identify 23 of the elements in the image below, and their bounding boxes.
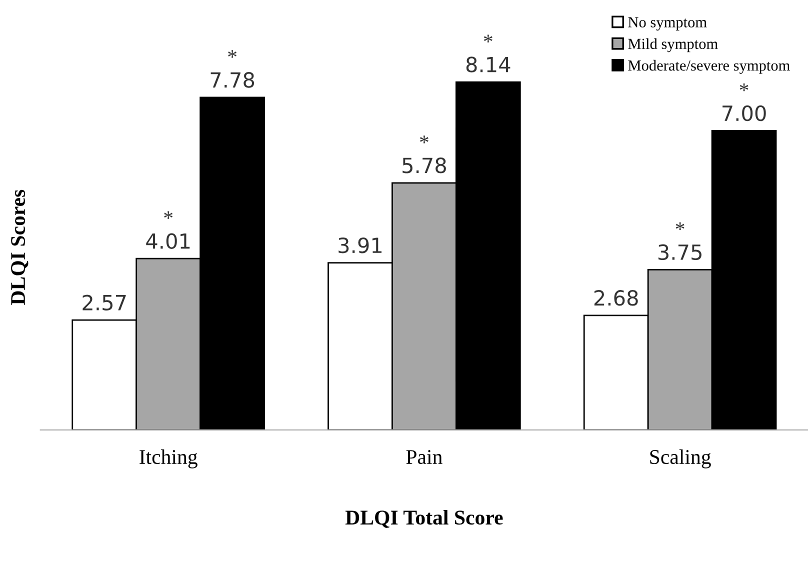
data-label: 4.01 [146, 233, 190, 249]
legend-label: Moderate/severe symptom [628, 60, 790, 74]
text: * [484, 34, 492, 42]
y-axis-title: DLQI Scores [11, 190, 28, 305]
annotation: * [740, 84, 748, 92]
data-label: 5.78 [402, 158, 446, 174]
data-label: 7.78 [210, 72, 254, 88]
data-label: 8.14 [466, 56, 510, 72]
x-tick-label: Scaling [650, 449, 711, 468]
data-label: 2.57 [82, 294, 126, 310]
text: * [228, 50, 237, 58]
x-axis-title: DLQI Total Score [345, 510, 503, 528]
legend-label: Mild symptom [628, 38, 718, 52]
annotation: * [676, 222, 684, 230]
legend-label: No symptom [628, 17, 707, 31]
data-label: 3.91 [338, 237, 382, 254]
data-label: 2.68 [594, 290, 638, 306]
data-label: 3.75 [658, 244, 702, 260]
x-tick-label: Pain [406, 450, 442, 464]
data-label: 7.00 [722, 105, 766, 122]
annotation: * [420, 136, 428, 144]
x-tick-label: Itching [140, 449, 198, 468]
annotation: * [164, 211, 173, 219]
